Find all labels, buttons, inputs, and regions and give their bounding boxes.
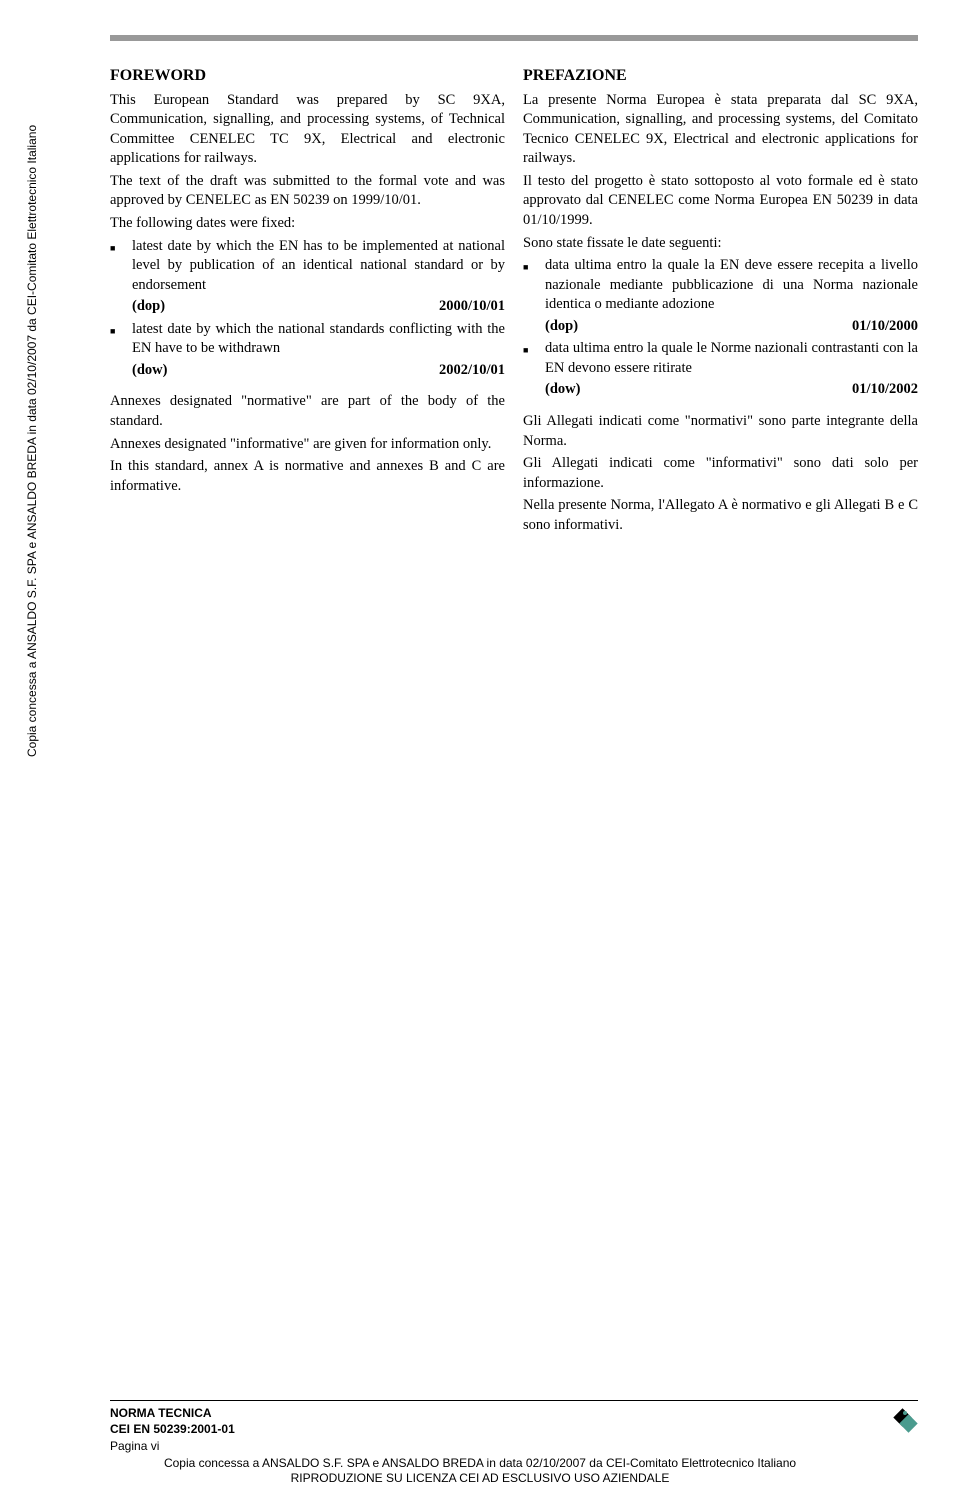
foreword-dates-intro: The following dates were fixed: [110,214,505,234]
bullet-icon: ■ [523,339,545,378]
foreword-p5: Annexes designated "informative" are giv… [110,435,505,455]
bullet-icon: ■ [110,237,132,296]
foreword-p1: This European Standard was prepared by S… [110,91,505,169]
footer: NORMA TECNICA CEI EN 50239:2001-01 Pagin… [110,1400,918,1455]
bottom-watermark: Copia concessa a ANSALDO S.F. SPA e ANSA… [0,1456,960,1487]
foreword-bullet-1: ■ latest date by which the EN has to be … [110,237,505,296]
foreword-heading: FOREWORD [110,65,505,87]
left-column: FOREWORD This European Standard was prep… [110,65,505,538]
foreword-p2: The text of the draft was submitted to t… [110,172,505,211]
dop-label-it: (dop) [545,317,578,337]
prefazione-dop-line: (dop) 01/10/2000 [545,317,918,337]
prefazione-heading: PREFAZIONE [523,65,918,87]
dop-label: (dop) [132,297,165,317]
foreword-bullet-2: ■ latest date by which the national stan… [110,320,505,359]
prefazione-p6: Nella presente Norma, l'Allegato A è nor… [523,496,918,535]
bullet-icon: ■ [110,320,132,359]
prefazione-p4: Gli Allegati indicati come "normativi" s… [523,412,918,451]
footer-info: NORMA TECNICA CEI EN 50239:2001-01 Pagin… [110,1405,235,1455]
prefazione-bullet-2: ■ data ultima entro la quale le Norme na… [523,339,918,378]
prefazione-bullet-1-text: data ultima entro la quale la EN deve es… [545,256,918,315]
foreword-p6: In this standard, annex A is normative a… [110,457,505,496]
bottom-line-1: Copia concessa a ANSALDO S.F. SPA e ANSA… [0,1456,960,1472]
bullet-icon: ■ [523,256,545,315]
dow-date-it: 01/10/2002 [852,380,918,400]
bottom-line-2: RIPRODUZIONE SU LICENZA CEI AD ESCLUSIVO… [0,1471,960,1487]
dow-label-it: (dow) [545,380,580,400]
footer-page: Pagina vi [110,1438,235,1455]
footer-title: NORMA TECNICA [110,1405,235,1422]
foreword-bullet-2-text: latest date by which the national standa… [132,320,505,359]
prefazione-dow-line: (dow) 01/10/2002 [545,380,918,400]
foreword-dow-line: (dow) 2002/10/01 [132,361,505,381]
prefazione-bullet-1: ■ data ultima entro la quale la EN deve … [523,256,918,315]
top-border [110,35,918,41]
foreword-p4: Annexes designated "normative" are part … [110,392,505,431]
prefazione-bullet-2-text: data ultima entro la quale le Norme nazi… [545,339,918,378]
dow-date: 2002/10/01 [439,361,505,381]
foreword-dop-line: (dop) 2000/10/01 [132,297,505,317]
prefazione-dates-intro: Sono state fissate le date seguenti: [523,234,918,254]
dop-date: 2000/10/01 [439,297,505,317]
sidebar-watermark: Copia concessa a ANSALDO S.F. SPA e ANSA… [25,125,39,757]
footer-code: CEI EN 50239:2001-01 [110,1421,235,1438]
right-column: PREFAZIONE La presente Norma Europea è s… [523,65,918,538]
foreword-bullet-1-text: latest date by which the EN has to be im… [132,237,505,296]
cei-logo-icon [892,1407,918,1433]
dow-label: (dow) [132,361,167,381]
prefazione-p2: Il testo del progetto è stato sottoposto… [523,172,918,231]
prefazione-p5: Gli Allegati indicati come "informativi"… [523,454,918,493]
prefazione-p1: La presente Norma Europea è stata prepar… [523,91,918,169]
main-content: FOREWORD This European Standard was prep… [110,65,918,538]
dop-date-it: 01/10/2000 [852,317,918,337]
footer-divider [110,1400,918,1401]
